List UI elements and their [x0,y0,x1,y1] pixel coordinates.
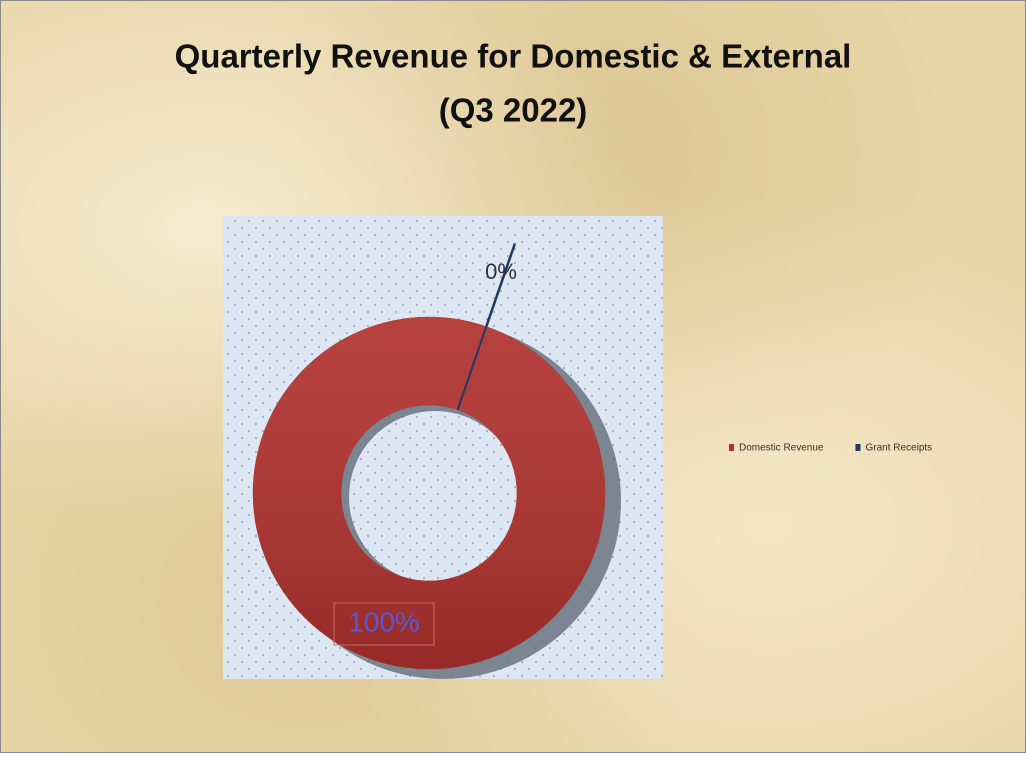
data-label: 0% [485,259,517,284]
chart-title: Quarterly Revenue for Domestic & Externa… [175,38,852,75]
donut-segment [456,326,488,411]
legend-swatch [855,444,861,451]
legend-label: Domestic Revenue [739,443,824,454]
leader-line [485,242,517,327]
chart-subtitle: (Q3 2022) [439,92,588,129]
data-label: 100% [348,606,420,637]
donut-shade [253,317,605,669]
legend-swatch [729,444,734,451]
donut-shadow-hole [349,411,521,583]
legend-label: Grant Receipts [865,443,932,454]
data-label-box [333,602,435,646]
